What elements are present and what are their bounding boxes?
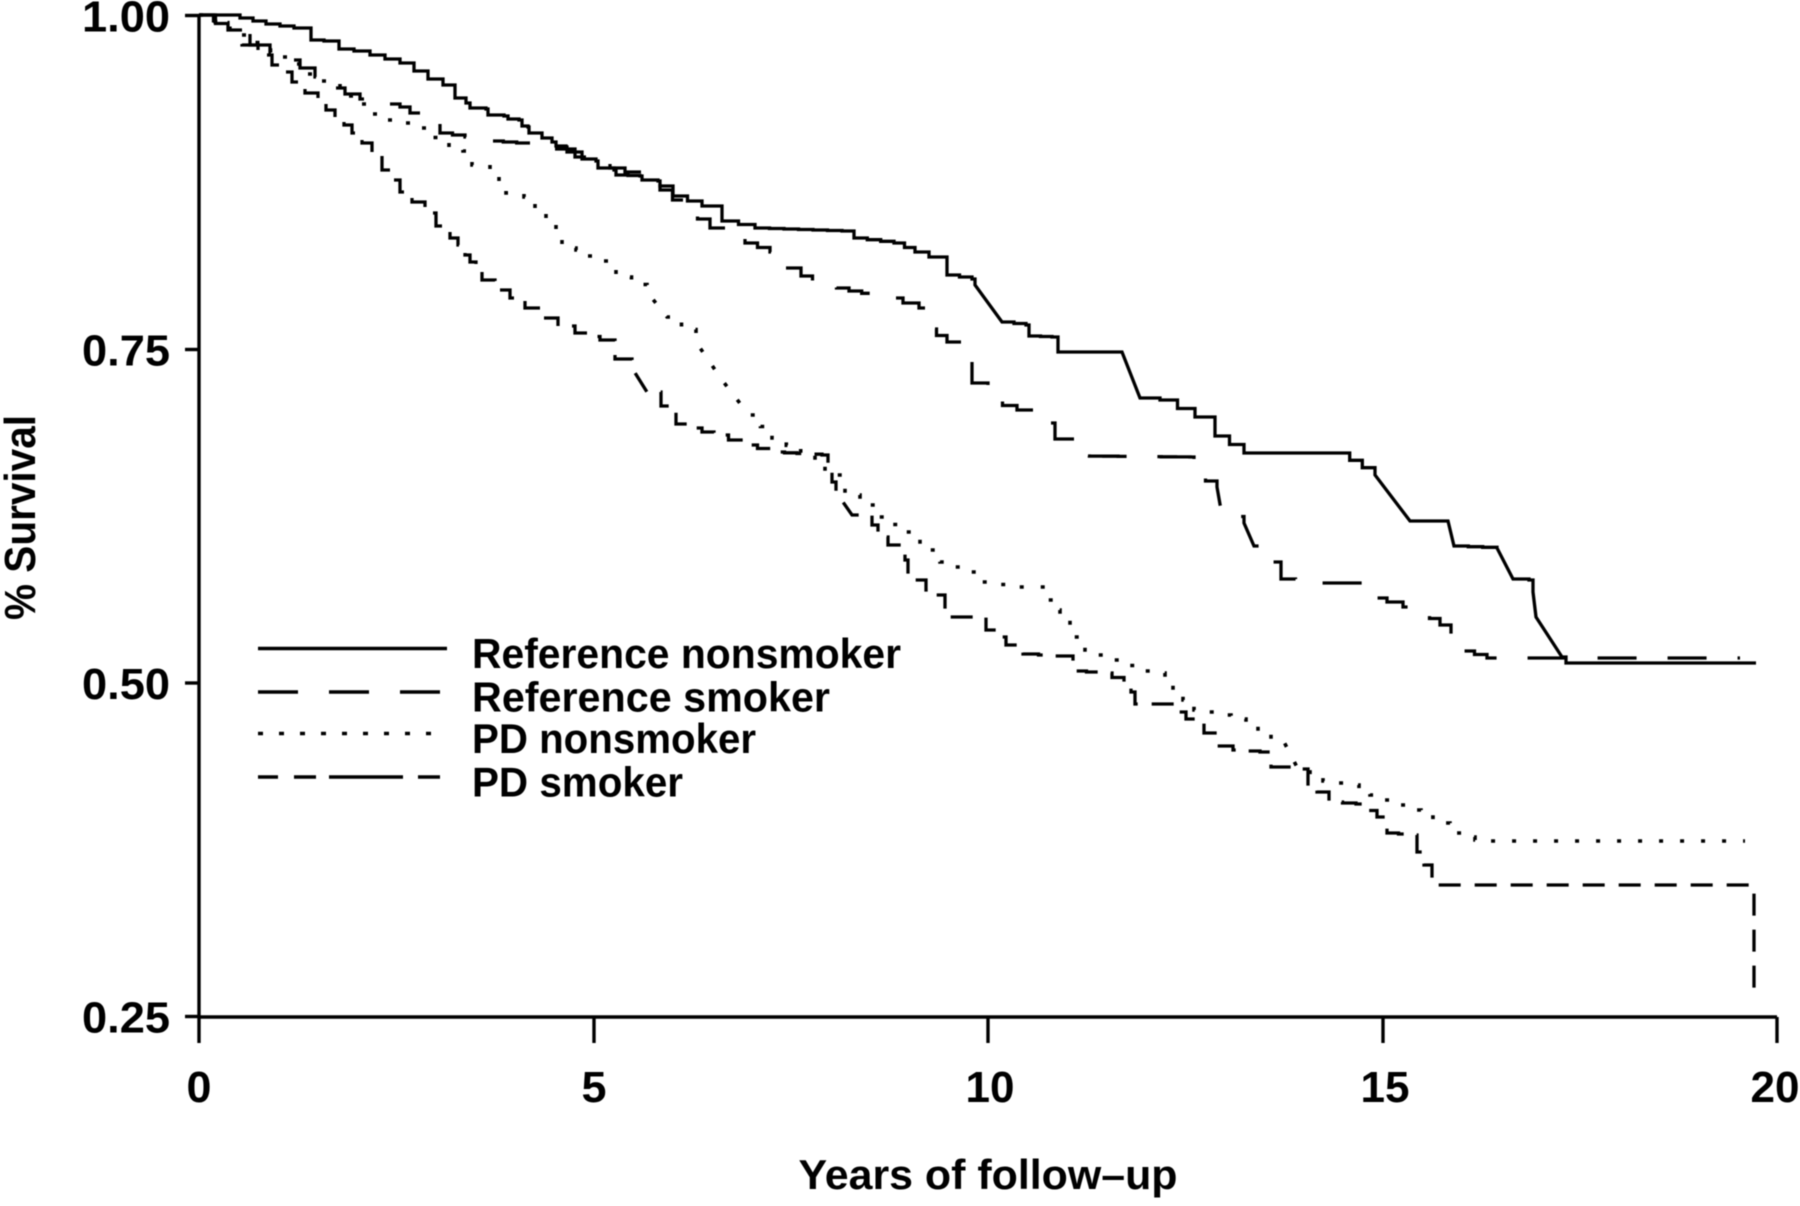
svg-text:Years of follow–up: Years of follow–up — [799, 1151, 1178, 1198]
svg-text:0.75: 0.75 — [82, 327, 170, 376]
svg-text:0.50: 0.50 — [82, 660, 170, 709]
svg-text:1.00: 1.00 — [82, 0, 170, 42]
svg-text:10: 10 — [966, 1063, 1015, 1112]
svg-text:% Survival: % Survival — [0, 415, 45, 620]
svg-text:0: 0 — [187, 1063, 212, 1112]
svg-text:Reference smoker: Reference smoker — [472, 674, 830, 721]
svg-text:PD smoker: PD smoker — [472, 759, 683, 806]
svg-text:15: 15 — [1361, 1063, 1410, 1112]
svg-text:5: 5 — [582, 1063, 607, 1112]
svg-text:PD nonsmoker: PD nonsmoker — [472, 715, 756, 762]
svg-text:20: 20 — [1751, 1063, 1800, 1112]
svg-text:0.25: 0.25 — [82, 994, 170, 1043]
svg-text:Reference nonsmoker: Reference nonsmoker — [472, 630, 901, 677]
